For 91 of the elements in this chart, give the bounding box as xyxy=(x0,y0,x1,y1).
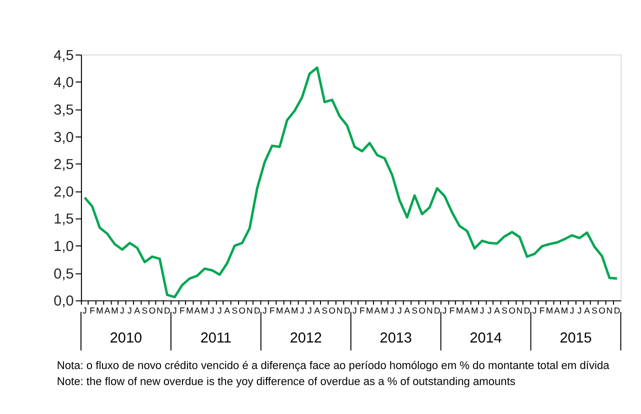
x-tick-label: N xyxy=(246,305,253,316)
text: Nota: o fluxo de novo crédito vencido é a diferença face ao período homólogo em % do montante total em dívida xyxy=(56,360,610,372)
x-tick-label: D xyxy=(254,305,260,316)
x-tick-label: J xyxy=(307,305,312,316)
y-tick-label: 1,0 xyxy=(54,239,74,256)
x-tick-label: J xyxy=(218,305,222,316)
x-tick-label: F xyxy=(359,305,365,316)
x-tick-label: O xyxy=(148,305,156,316)
x-tick-label: M xyxy=(186,305,194,316)
x-tick-label: F xyxy=(90,305,95,316)
x-tick-label: M xyxy=(201,305,208,316)
x-tick-label: S xyxy=(232,305,238,316)
y-tick-label: 4,5 xyxy=(54,48,74,64)
text: 2013 xyxy=(380,330,412,347)
x-tick-label: J xyxy=(120,305,124,316)
x-tick-label: M xyxy=(456,305,464,316)
x-tick-label: M xyxy=(470,305,478,316)
x-tick-label: O xyxy=(508,305,516,316)
y-tick-label: 3,0 xyxy=(54,130,74,146)
x-tick-label: J xyxy=(570,305,574,316)
x-tick-label: A xyxy=(374,305,380,316)
x-tick-label: A xyxy=(584,305,590,316)
x-tick-label: J xyxy=(300,305,304,316)
y-tick-label: 2,0 xyxy=(54,184,74,200)
y-tick-label: 4,0 xyxy=(54,75,74,92)
text: Note: the flow of new overdue is the yoy difference of overdue as a % of outstanding amounts xyxy=(56,376,516,388)
y-tick-label: 0,5 xyxy=(54,266,74,282)
text: 2010 xyxy=(110,330,142,347)
x-tick-label: A xyxy=(554,305,560,316)
x-tick-label: D xyxy=(524,305,530,316)
x-tick-label: S xyxy=(592,305,598,316)
y-tick-label: 1,5 xyxy=(54,212,74,228)
x-tick-label: A xyxy=(404,305,410,316)
x-tick-label: N xyxy=(516,305,523,316)
text: 2014 xyxy=(470,330,502,347)
x-tick-label: S xyxy=(322,305,328,316)
x-tick-label: D xyxy=(614,305,620,316)
x-tick-label: N xyxy=(336,305,343,316)
x-tick-label: S xyxy=(502,305,508,316)
x-tick-label: M xyxy=(380,305,388,316)
x-tick-label: M xyxy=(96,305,104,316)
x-tick-label: J xyxy=(82,305,87,316)
x-tick-label: M xyxy=(291,305,298,316)
x-tick-label: A xyxy=(314,305,320,316)
x-tick-label: A xyxy=(284,305,290,316)
x-tick-label: F xyxy=(449,305,455,316)
text: 2012 xyxy=(290,330,322,347)
x-tick-label: N xyxy=(606,305,613,316)
x-tick-label: J xyxy=(577,305,582,316)
x-tick-label: D xyxy=(344,305,350,316)
x-tick-label: N xyxy=(156,305,163,316)
x-tick-label: O xyxy=(418,305,426,316)
x-tick-label: J xyxy=(390,305,394,316)
x-tick-label: J xyxy=(128,305,132,316)
x-tick-label: M xyxy=(560,305,568,316)
y-tick-label: 2,5 xyxy=(54,157,74,174)
x-tick-label: M xyxy=(366,305,374,316)
x-tick-label: A xyxy=(494,305,500,316)
x-tick-label: J xyxy=(397,305,402,316)
x-tick-label: O xyxy=(598,305,606,316)
line-series xyxy=(84,66,618,298)
x-tick-label: N xyxy=(426,305,433,316)
x-tick-label: M xyxy=(546,305,554,316)
x-tick-label: J xyxy=(210,305,214,316)
y-tick-label: 0,0 xyxy=(54,294,74,310)
x-tick-label: J xyxy=(262,305,267,316)
x-tick-label: A xyxy=(194,305,200,316)
x-tick-label: A xyxy=(464,305,470,316)
x-tick-label: J xyxy=(532,305,537,316)
x-tick-label: O xyxy=(238,305,246,316)
x-tick-label: A xyxy=(104,305,110,316)
x-tick-label: A xyxy=(134,305,140,316)
x-tick-label: D xyxy=(434,305,440,316)
x-tick-label: S xyxy=(142,305,148,316)
x-tick-label: J xyxy=(352,305,357,316)
x-tick-label: F xyxy=(269,305,275,316)
x-tick-label: J xyxy=(442,305,447,316)
x-tick-label: S xyxy=(412,305,418,316)
x-tick-label: D xyxy=(164,305,170,316)
y-tick-label: 3,5 xyxy=(54,102,74,118)
x-tick-label: M xyxy=(111,305,118,316)
text: 2015 xyxy=(560,330,592,347)
x-tick-label: J xyxy=(487,305,492,316)
x-tick-label: J xyxy=(172,305,177,316)
x-tick-label: F xyxy=(539,305,545,316)
x-tick-label: O xyxy=(328,305,336,316)
x-tick-label: F xyxy=(180,305,185,316)
x-tick-label: M xyxy=(276,305,284,316)
text: 2011 xyxy=(200,330,232,347)
x-tick-label: J xyxy=(480,305,484,316)
x-tick-label: A xyxy=(224,305,230,316)
